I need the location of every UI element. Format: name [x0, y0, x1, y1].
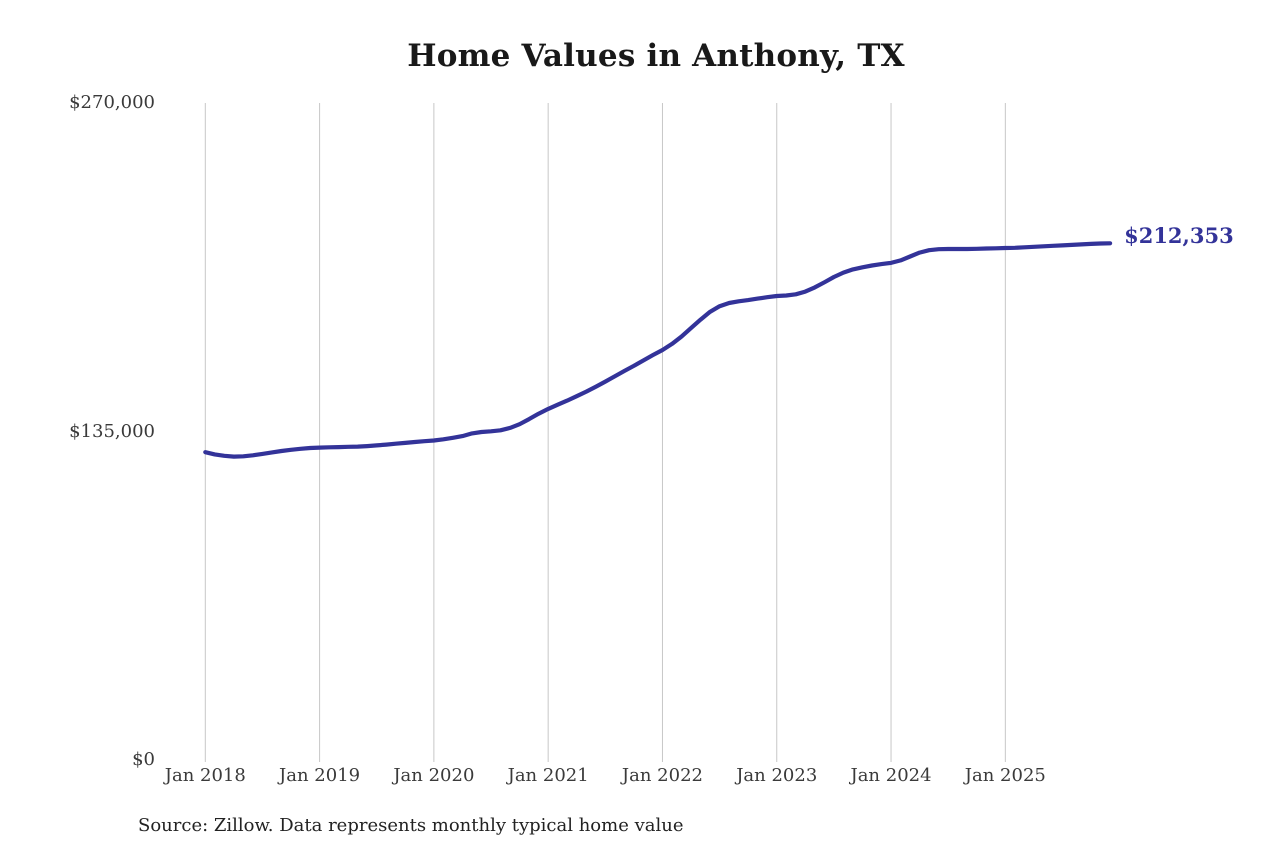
x-tick-label: Jan 2021	[507, 765, 589, 786]
source-note: Source: Zillow. Data represents monthly …	[138, 815, 684, 836]
y-tick-label: $270,000	[69, 92, 155, 113]
x-tick-label: Jan 2025	[964, 765, 1046, 786]
x-tick-label: Jan 2018	[164, 765, 246, 786]
x-tick-label: Jan 2023	[736, 765, 818, 786]
latest-value-label: $212,353	[1124, 223, 1234, 249]
y-tick-label: $0	[132, 749, 155, 770]
home-value-line	[203, 241, 1113, 459]
x-tick-label: Jan 2019	[279, 765, 361, 786]
x-tick-label: Jan 2022	[621, 765, 703, 786]
x-tick-label: Jan 2020	[393, 765, 475, 786]
chart-title: Home Values in Anthony, TX	[407, 38, 905, 74]
x-tick-label: Jan 2024	[850, 765, 932, 786]
y-tick-label: $135,000	[69, 420, 155, 442]
